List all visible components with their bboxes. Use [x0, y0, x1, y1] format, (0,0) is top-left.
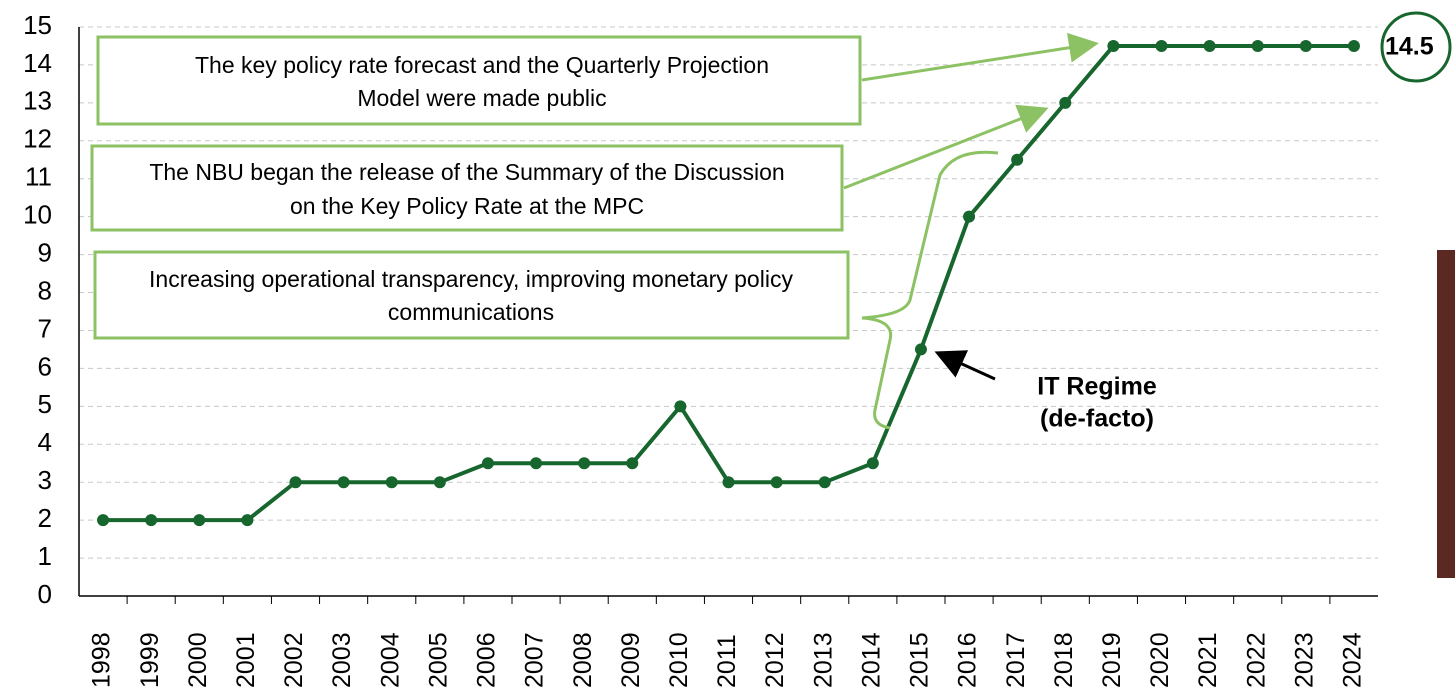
y-tick-label: 6 [38, 351, 52, 381]
x-tick-label: 2004 [376, 632, 404, 688]
data-point [914, 343, 927, 356]
data-point [578, 457, 591, 470]
annotation-text: IT Regime [1037, 373, 1157, 401]
value-label: 14.5 [1385, 33, 1434, 61]
y-tick-label: 1 [38, 541, 52, 571]
data-point [289, 476, 302, 489]
data-point [337, 476, 350, 489]
data-point [241, 514, 254, 527]
x-tick-label: 2019 [1098, 632, 1126, 688]
x-tick-label: 2015 [906, 632, 934, 688]
x-tick-label: 2011 [713, 634, 741, 688]
data-point [1011, 153, 1024, 166]
x-tick-label: 2001 [232, 632, 260, 688]
x-tick-label: 2020 [1146, 632, 1174, 688]
y-tick-label: 9 [38, 237, 52, 267]
x-tick-label: 2006 [473, 632, 501, 688]
x-tick-label: 2024 [1339, 632, 1367, 688]
x-tick-label: 2016 [954, 632, 982, 688]
data-point [770, 476, 783, 489]
data-point [1155, 39, 1168, 52]
data-point [722, 476, 735, 489]
x-tick-label: 2007 [521, 632, 549, 688]
x-tick-label: 2014 [857, 632, 885, 688]
x-tick-label: 2023 [1290, 632, 1318, 688]
y-tick-label: 5 [38, 389, 52, 419]
annotation-arrow [861, 32, 1099, 82]
y-tick-label: 8 [38, 275, 52, 305]
x-tick-label: 2021 [1194, 632, 1222, 688]
x-tick-label: 2009 [617, 632, 645, 688]
photo-fragment [1437, 250, 1455, 578]
annotation-text: Model were made public [357, 85, 606, 111]
y-tick-label: 11 [25, 162, 52, 192]
annotation-text: The key policy rate forecast and the Qua… [195, 52, 769, 78]
data-point [433, 476, 446, 489]
data-point [145, 514, 158, 527]
data-point [193, 514, 206, 527]
annotation-box: Increasing operational transparency, imp… [93, 250, 850, 340]
data-point [1347, 39, 1360, 52]
x-tick-label: 2012 [761, 632, 789, 688]
annotation-text: (de-facto) [1040, 405, 1154, 433]
y-tick-label: 14 [23, 48, 52, 78]
data-point [385, 476, 398, 489]
x-tick-label: 2005 [424, 632, 452, 688]
annotation-arrow [843, 104, 1049, 190]
annotation-arrow [934, 350, 996, 381]
value-callout [1380, 11, 1452, 83]
data-point [1107, 39, 1120, 52]
x-tick-label: 2018 [1050, 632, 1078, 688]
x-tick-label: 2002 [280, 632, 308, 688]
y-tick-label: 3 [38, 465, 52, 495]
y-tick-label: 10 [23, 200, 52, 230]
annotation-text: The NBU began the release of the Summary… [149, 159, 784, 185]
data-point [1059, 96, 1072, 109]
brace [861, 150, 999, 430]
y-tick-label: 12 [23, 124, 52, 154]
annotation-box: The NBU began the release of the Summary… [90, 144, 844, 232]
y-tick-label: 15 [23, 10, 52, 40]
data-point [674, 400, 687, 413]
x-tick-label: 2022 [1242, 632, 1270, 688]
x-tick-label: 2000 [184, 632, 212, 688]
data-point [626, 457, 639, 470]
y-tick-label: 2 [38, 503, 52, 533]
data-point [97, 514, 110, 527]
annotation-text: Increasing operational transparency, imp… [149, 266, 793, 292]
data-point [530, 457, 543, 470]
x-tick-label: 1998 [88, 632, 116, 688]
x-tick-label: 2003 [328, 632, 356, 688]
y-tick-label: 13 [23, 86, 52, 116]
data-point [481, 457, 494, 470]
data-point [963, 210, 976, 223]
data-point [1203, 39, 1216, 52]
y-tick-label: 4 [38, 427, 52, 457]
y-tick-label: 7 [38, 313, 52, 343]
x-tick-label: 2010 [665, 632, 693, 688]
annotation-text: on the Key Policy Rate at the MPC [290, 193, 644, 219]
y-tick-label: 0 [38, 579, 52, 609]
annotation-box: The key policy rate forecast and the Qua… [96, 35, 862, 126]
data-point [818, 476, 831, 489]
x-tick-label: 1999 [136, 632, 164, 688]
x-tick-label: 2013 [809, 632, 837, 688]
data-point [866, 457, 879, 470]
x-tick-label: 2008 [569, 632, 597, 688]
annotation-text: communications [388, 299, 554, 325]
data-point [1251, 39, 1264, 52]
x-tick-label: 2017 [1002, 632, 1030, 688]
data-point [1299, 39, 1312, 52]
